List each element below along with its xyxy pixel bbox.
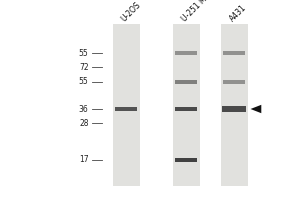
Text: 72: 72 xyxy=(79,62,88,72)
Text: U-251 MG: U-251 MG xyxy=(180,0,212,23)
Bar xyxy=(175,107,197,111)
Text: 36: 36 xyxy=(79,104,88,114)
Bar xyxy=(175,158,197,162)
Text: 17: 17 xyxy=(79,156,88,164)
Text: A431: A431 xyxy=(228,3,248,23)
Text: U-2OS: U-2OS xyxy=(120,0,143,23)
Bar xyxy=(172,24,200,186)
Bar xyxy=(175,80,197,84)
Bar xyxy=(222,106,246,112)
Text: 55: 55 xyxy=(79,77,88,86)
Bar xyxy=(220,24,248,186)
Bar xyxy=(112,24,140,186)
Polygon shape xyxy=(250,105,261,113)
Bar xyxy=(115,107,137,111)
Bar xyxy=(175,51,197,55)
Text: 28: 28 xyxy=(79,118,88,128)
Bar xyxy=(223,80,245,84)
Bar xyxy=(223,51,245,55)
Text: 55: 55 xyxy=(79,48,88,58)
